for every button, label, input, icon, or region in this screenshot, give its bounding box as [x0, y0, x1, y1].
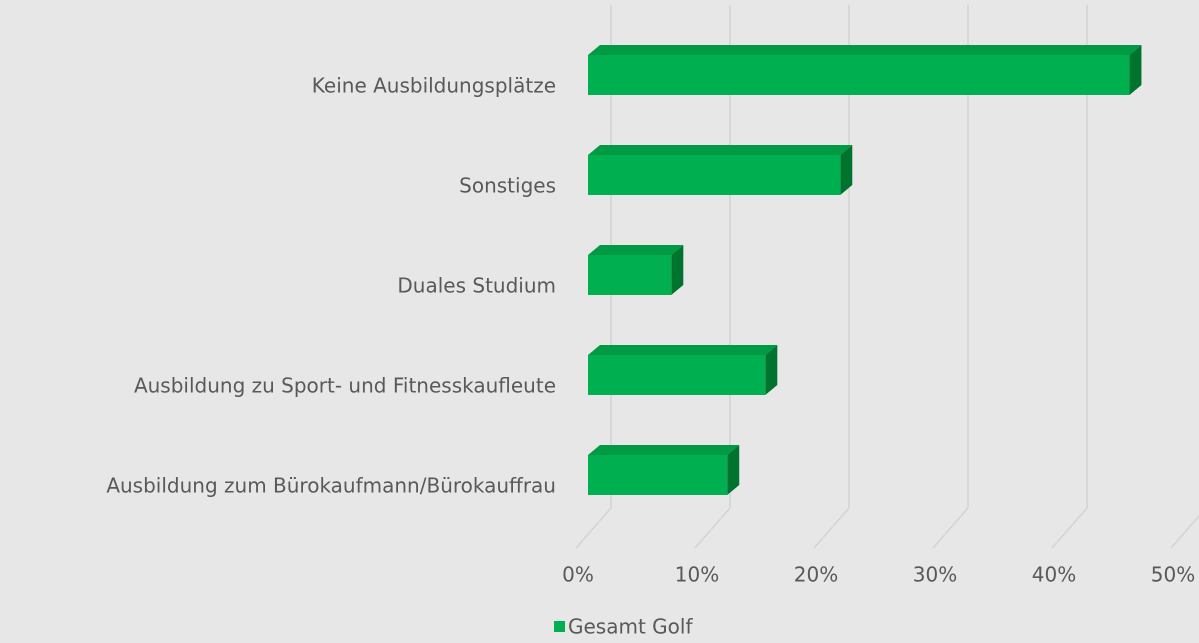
y-tick-label: Ausbildung zum Bürokaufmann/Bürokauffrau [106, 474, 556, 498]
y-tick-label: Keine Ausbildungsplätze [312, 74, 556, 98]
bar-top [588, 245, 684, 255]
bar-side [727, 445, 740, 495]
bar-side [840, 145, 853, 195]
x-tick-label: 0% [562, 563, 594, 587]
grid-line [932, 507, 969, 549]
bar [588, 255, 672, 295]
bar-top [588, 145, 853, 155]
grid-line [1170, 514, 1199, 549]
bar [588, 455, 728, 495]
grid-line [1051, 507, 1088, 549]
bar-top [588, 345, 778, 355]
x-tick-label: 40% [1032, 563, 1076, 587]
bar [588, 155, 841, 195]
x-tick-label: 50% [1151, 563, 1195, 587]
grid-line [813, 507, 850, 549]
bar-side [671, 245, 684, 295]
bar [588, 55, 1130, 95]
x-tick-label: 30% [913, 563, 957, 587]
x-tick-label: 10% [675, 563, 719, 587]
legend-label: Gesamt Golf [568, 615, 693, 639]
bar-top [588, 45, 1142, 55]
bar-side [765, 345, 778, 395]
bar [588, 355, 766, 395]
grid-line [575, 507, 612, 549]
x-tick-label: 20% [794, 563, 838, 587]
legend-swatch [554, 621, 565, 632]
bar-side [1129, 45, 1142, 95]
grid-line [694, 507, 731, 549]
y-tick-label: Ausbildung zu Sport- und Fitnesskaufleut… [134, 374, 556, 398]
y-tick-label: Sonstiges [459, 174, 556, 198]
y-tick-label: Duales Studium [397, 274, 556, 298]
bar-top [588, 445, 740, 455]
